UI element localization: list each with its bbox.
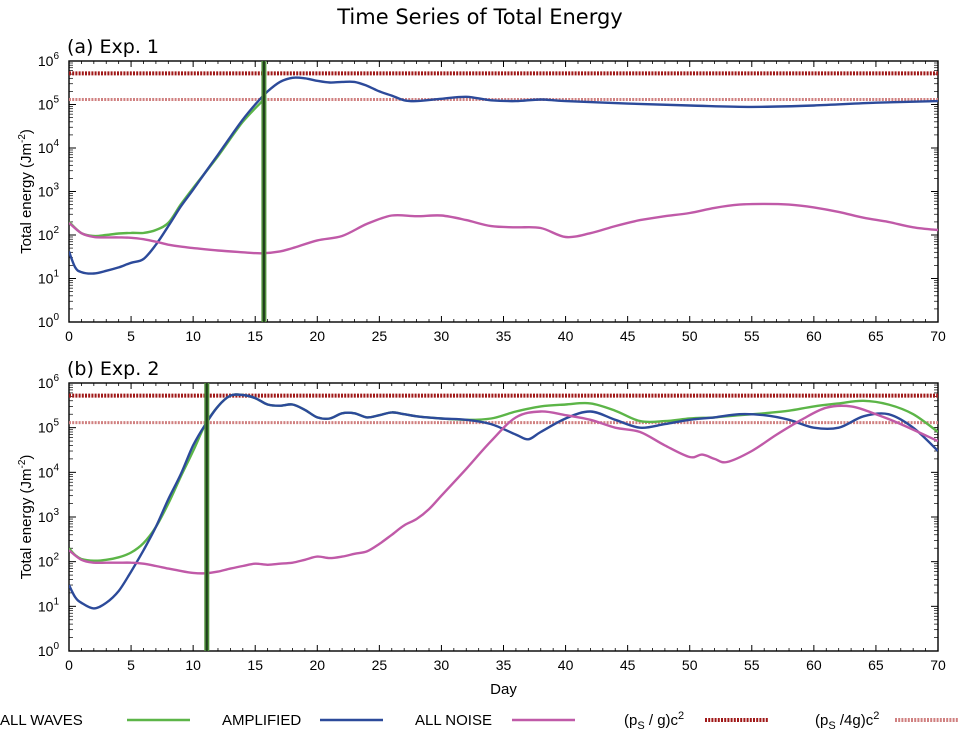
x-tick-label: 35 [496, 657, 512, 673]
x-tick-label: 40 [558, 328, 574, 344]
legend-item: AMPLIFIED [222, 712, 383, 729]
y-axis-label: Total energy (Jm-2) [17, 455, 35, 580]
panels: (a) Exp. 10 5 10 15 20 25 30 35 40 45 50 55 60 65 7010… [17, 36, 946, 698]
x-tick-label: 0 [65, 328, 73, 344]
x-tick-label: 65 [868, 657, 884, 673]
x-tick-label: 70 [930, 328, 946, 344]
y-tick-label: 105 [38, 418, 60, 436]
legend-label: ALL WAVES [0, 712, 83, 729]
plot-area [69, 61, 938, 322]
y-tick-label: 101 [38, 596, 60, 614]
legend-label: (pS /4g)c2 [815, 710, 879, 729]
y-tick-label: 100 [38, 312, 60, 330]
x-tick-label: 10 [185, 328, 201, 344]
legend-item: ALL WAVES [0, 712, 190, 729]
x-tick-label: 60 [806, 328, 822, 344]
legend-item: (pS /4g)c2 [815, 710, 958, 729]
x-tick-label: 50 [682, 328, 698, 344]
x-tick-label: 60 [806, 657, 822, 673]
panel-a: (a) Exp. 1 0 5 10 15 20 25 30 35 40 45 50 55 60 65 70 10… [17, 36, 946, 344]
y-tick-label: 105 [38, 95, 60, 113]
legend-item: ALL NOISE [415, 712, 575, 729]
x-tick-label: 40 [558, 657, 574, 673]
x-tick-label: 10 [185, 657, 201, 673]
x-tick-label: 20 [309, 657, 325, 673]
series-line-amplified [69, 393, 938, 610]
panel-label: (a) Exp. 1 [67, 36, 159, 58]
x-tick-label: 15 [247, 657, 263, 673]
x-tick-label: 65 [868, 328, 884, 344]
x-tick-label: 45 [620, 328, 636, 344]
panel-label: (b) Exp. 2 [67, 358, 159, 380]
series-line-all-noise [69, 202, 938, 255]
x-tick-label: 5 [127, 657, 135, 673]
x-tick-label: 35 [496, 328, 512, 344]
x-tick-label: 0 [65, 657, 73, 673]
chart-title: Time Series of Total Energy [336, 5, 622, 29]
x-tick-label: 25 [372, 657, 388, 673]
series-line-all-waves [69, 393, 938, 562]
x-tick-label: 5 [127, 328, 135, 344]
y-tick-label: 106 [38, 373, 60, 391]
y-axis-label: Total energy (Jm-2) [17, 129, 35, 254]
y-tick-label: 106 [38, 51, 60, 69]
x-tick-label: 30 [434, 657, 450, 673]
x-tick-label: 55 [744, 657, 760, 673]
series-line-amplified [69, 76, 938, 275]
x-tick-label: 15 [247, 328, 263, 344]
x-tick-label: 50 [682, 657, 698, 673]
legend-item: (pS / g)c2 [624, 710, 768, 729]
x-tick-label: 20 [309, 328, 325, 344]
x-tick-label: 25 [372, 328, 388, 344]
y-tick-label: 100 [38, 641, 60, 659]
legend-label: ALL NOISE [415, 712, 492, 729]
x-tick-label: 55 [744, 328, 760, 344]
y-tick-label: 104 [38, 138, 60, 156]
y-tick-label: 103 [38, 507, 60, 525]
x-tick-label: 30 [434, 328, 450, 344]
legend-label: (pS / g)c2 [624, 710, 684, 729]
plot-frame [68, 382, 939, 652]
x-tick-label: 70 [930, 657, 946, 673]
legend-label: AMPLIFIED [222, 712, 301, 729]
y-tick-label: 102 [38, 552, 60, 570]
legend: ALL WAVES AMPLIFIED ALL NOISE (pS / g)c2 (pS… [0, 710, 958, 729]
y-tick-label: 104 [38, 462, 60, 480]
x-axis-label: Day [490, 681, 517, 698]
y-tick-label: 102 [38, 225, 60, 243]
x-tick-label: 45 [620, 657, 636, 673]
plot-area [69, 383, 938, 651]
y-tick-label: 103 [38, 182, 60, 200]
panel-b: (b) Exp. 2 0 5 10 15 20 25 30 35 40 45 50 55 60 65 70 10… [17, 358, 946, 698]
y-tick-label: 101 [38, 269, 60, 287]
series-line-all-waves [69, 98, 265, 238]
series-line-all-noise [69, 404, 938, 575]
